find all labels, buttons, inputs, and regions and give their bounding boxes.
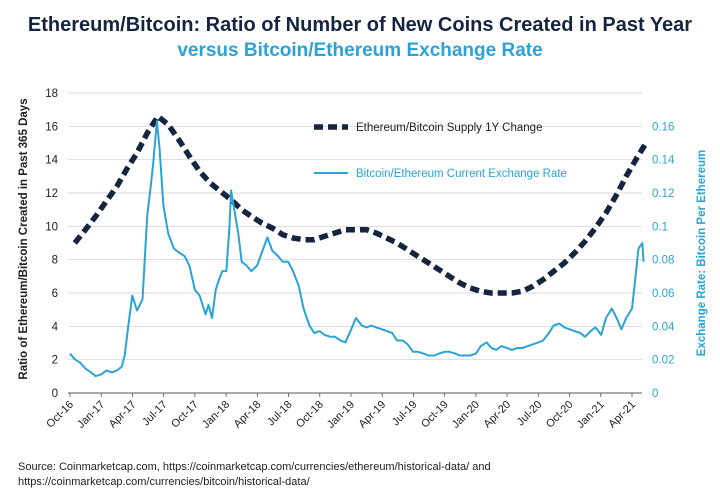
source-note-line-1: Source: Coinmarketcap.com, https://coinm… — [18, 461, 491, 473]
x-tick-label: Apr-21 — [606, 399, 638, 431]
left-axis-title: Ratio of Ethereum/Bitcoin Created in Pas… — [18, 98, 30, 379]
right-tick-label: 0.04 — [652, 321, 675, 333]
x-tick-label: Jul-19 — [390, 399, 420, 429]
x-tick-label: Jan-17 — [75, 399, 107, 431]
x-tick-label: Jan-18 — [200, 399, 232, 431]
legend-label-exchange-rate: Bitcoin/Ethereum Current Exchange Rate — [356, 168, 567, 180]
chart-title: Ethereum/Bitcoin: Ratio of Number of New… — [27, 14, 693, 36]
left-tick-label: 6 — [52, 288, 58, 300]
plot-area — [69, 113, 650, 378]
right-tick-label: 0.14 — [652, 155, 675, 167]
x-tick-label: Jul-17 — [140, 399, 170, 429]
x-tick-label: Jan-19 — [325, 399, 357, 431]
x-tick-label: Jan-21 — [575, 399, 607, 431]
series-exchange-rate-line — [69, 120, 645, 378]
left-tick-label: 0 — [52, 388, 58, 400]
chart-subtitle: versus Bitcoin/Ethereum Exchange Rate — [177, 40, 543, 61]
gridlines — [68, 92, 642, 394]
left-tick-label: 4 — [52, 321, 59, 333]
right-tick-label: 0.1 — [652, 221, 668, 233]
left-tick-label: 18 — [45, 88, 58, 100]
right-axis-title: Exchange Rate: Bitcoin Per Ethereum — [696, 150, 708, 356]
legend-label-supply: Ethereum/Bitcoin Supply 1Y Change — [356, 122, 542, 134]
left-tick-label: 14 — [45, 155, 58, 167]
right-tick-label: 0.16 — [652, 121, 674, 133]
x-tick-label: Oct-20 — [544, 399, 576, 431]
x-tick-label: Apr-20 — [481, 399, 513, 431]
chart-svg: 0 2 4 6 8 10 12 14 16 18 Ratio of Ethereum/Bitcoin… — [18, 88, 708, 431]
left-axis: 0 2 4 6 8 10 12 14 16 18 Ratio of Ethereum/Bitcoin… — [18, 88, 59, 400]
x-tick-label: Oct-18 — [294, 399, 326, 431]
x-tick-label: Jul-18 — [265, 399, 295, 429]
right-axis: 0 0.02 0.04 0.06 0.08 0.1 0.12 0.14 0.16 Exchange… — [652, 121, 708, 400]
x-tick-label: Jan-20 — [450, 399, 482, 431]
x-tick-label: Oct-16 — [44, 399, 76, 431]
x-tick-label: Oct-17 — [169, 399, 201, 431]
right-tick-label: 0.12 — [652, 188, 674, 200]
source-note-line-2: https://coinmarketcap.com/currencies/bit… — [18, 476, 310, 488]
x-tick-label: Oct-19 — [419, 399, 451, 431]
right-tick-label: 0 — [652, 388, 658, 400]
x-tick-label: Apr-19 — [357, 399, 389, 431]
left-tick-label: 8 — [52, 255, 58, 267]
left-tick-label: 10 — [45, 221, 58, 233]
left-tick-label: 12 — [45, 188, 58, 200]
left-tick-label: 16 — [45, 121, 58, 133]
x-tick-label: Apr-17 — [107, 399, 139, 431]
right-tick-label: 0.06 — [652, 288, 674, 300]
legend: Ethereum/Bitcoin Supply 1Y Change Bitcoin… — [314, 122, 567, 180]
left-tick-label: 2 — [52, 355, 58, 367]
x-tick-label: Apr-18 — [232, 399, 264, 431]
right-tick-label: 0.08 — [652, 255, 674, 267]
series-supply-line — [72, 113, 650, 296]
right-tick-label: 0.02 — [652, 355, 674, 367]
x-tick-label: Jul-20 — [515, 399, 545, 429]
